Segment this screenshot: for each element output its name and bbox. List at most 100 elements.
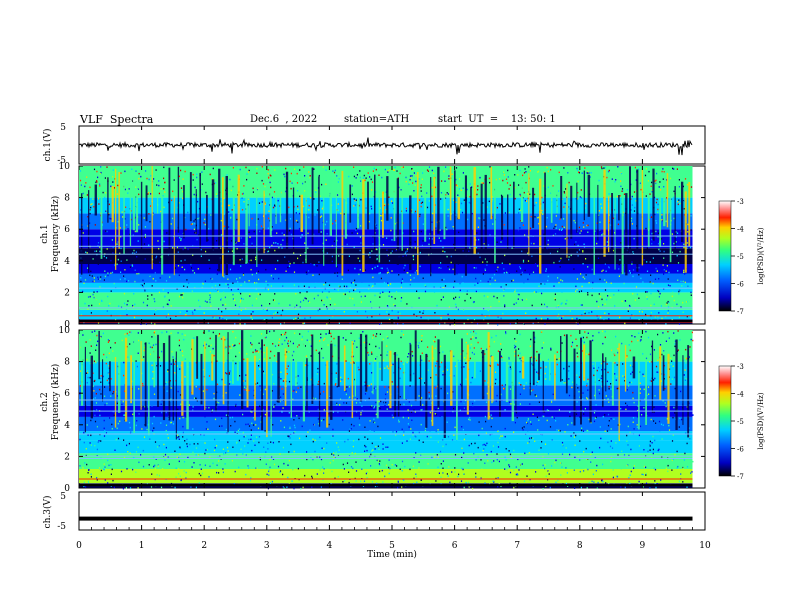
spec2-speckle (535, 395, 537, 397)
spec1-speckle (298, 260, 300, 263)
spec1-spheric (490, 167, 493, 220)
spec1-speckle (230, 217, 232, 219)
spec2-speckle (293, 450, 295, 453)
spec1-speckle (456, 185, 458, 187)
spec2-speckle (182, 436, 184, 438)
spec2-speckle (668, 337, 670, 339)
spec1-speckle (116, 193, 118, 195)
spec1-speckle (297, 190, 299, 192)
spec1-speckle (241, 197, 243, 199)
spec1-speckle (308, 201, 310, 203)
spec1-spheric (401, 167, 403, 251)
spec2-speckle (625, 402, 627, 405)
spec2-speckle (203, 344, 205, 347)
spec1-speckle (214, 284, 217, 287)
spec2-speckle (277, 465, 280, 468)
spec2-speckle (178, 435, 180, 438)
spec1-speckle (543, 171, 545, 174)
spec1-speckle (333, 314, 335, 316)
spec1-speckle (627, 310, 629, 312)
spec2-speckle (611, 447, 614, 449)
spec1-speckle (99, 278, 101, 280)
spec2-speckle (653, 349, 655, 351)
spec1-speckle (431, 221, 433, 223)
spec1-spheric (123, 175, 125, 254)
spec1-speckle (80, 280, 82, 283)
spec2-speckle (692, 414, 694, 416)
spec1-speckle (79, 229, 81, 231)
spec1-speckle (641, 311, 643, 313)
spec1-speckle (103, 296, 105, 298)
spec1-speckle (645, 227, 647, 230)
spec1-speckle (280, 323, 282, 325)
spec1-speckle (309, 301, 311, 303)
spec2-speckle (287, 476, 289, 479)
spec1-speckle (202, 283, 204, 285)
spec1-speckle (267, 284, 269, 286)
spec1-speckle (629, 317, 631, 319)
spec1-spheric (621, 192, 624, 275)
spec1-speckle (209, 294, 211, 296)
spec2-speckle (378, 463, 380, 465)
spec2-speckle (396, 465, 398, 467)
spec1-speckle (181, 266, 183, 268)
spec2-speckle (104, 404, 106, 406)
spec2-speckle (595, 470, 597, 472)
spec1-speckle (97, 276, 99, 279)
spec1-speckle (351, 185, 353, 187)
spec2-speckle (402, 416, 404, 419)
spec1-speckle (682, 301, 684, 304)
spec1-speckle (649, 215, 651, 218)
spec2-speckle (676, 467, 678, 469)
spec2-speckle (542, 464, 544, 467)
spec1-speckle (521, 250, 523, 253)
spec1-speckle (106, 248, 108, 250)
spec1-speckle (516, 270, 518, 272)
spec2-speckle (146, 428, 148, 431)
spec1-speckle (631, 204, 633, 206)
spec1-speckle (661, 219, 664, 222)
spec2-speckle (684, 379, 686, 381)
spec2-speckle (155, 458, 157, 460)
spec1-speckle (299, 169, 301, 171)
spec2-speckle (493, 341, 495, 343)
spec1-speckle (225, 283, 227, 285)
spec2-speckle (129, 487, 132, 489)
spec1-speckle (583, 246, 586, 248)
spec2-speckle (222, 471, 224, 474)
spec2-speckle (298, 408, 300, 410)
spec1-speckle (445, 194, 447, 196)
spec2-speckle (197, 476, 199, 478)
spec1-speckle (459, 289, 461, 292)
spec1-speckle (659, 275, 661, 277)
spec1-speckle (306, 291, 308, 293)
spec1-speckle (440, 317, 442, 319)
spec1-speckle (635, 200, 637, 202)
spec1-speckle (196, 173, 198, 175)
spec2-speckle (366, 476, 368, 479)
spec1-speckle (163, 166, 165, 169)
spec1-speckle (152, 278, 154, 280)
spec1-speckle (533, 242, 535, 245)
spec2-speckle (245, 454, 247, 456)
spec2-speckle (298, 344, 300, 346)
spec1-speckle (547, 243, 549, 246)
spec2-speckle (287, 435, 289, 437)
spec2-speckle (541, 385, 543, 388)
spec2-speckle (567, 485, 569, 487)
spec1-speckle (325, 239, 327, 241)
spec1-speckle (653, 239, 655, 241)
spec1-speckle (297, 208, 299, 211)
spec1-speckle (169, 317, 172, 320)
spec2-speckle (649, 361, 651, 363)
spec2-speckle (245, 423, 247, 426)
spec2-speckle (559, 432, 561, 434)
spec1-speckle (178, 175, 180, 178)
spec1-speckle (162, 195, 164, 197)
spec1-speckle (155, 280, 157, 282)
spec2-speckle (244, 435, 247, 437)
spec2-speckle (671, 361, 673, 363)
spec2-speckle (83, 412, 86, 415)
spec1-speckle (651, 232, 653, 235)
spec1-speckle (179, 237, 181, 239)
